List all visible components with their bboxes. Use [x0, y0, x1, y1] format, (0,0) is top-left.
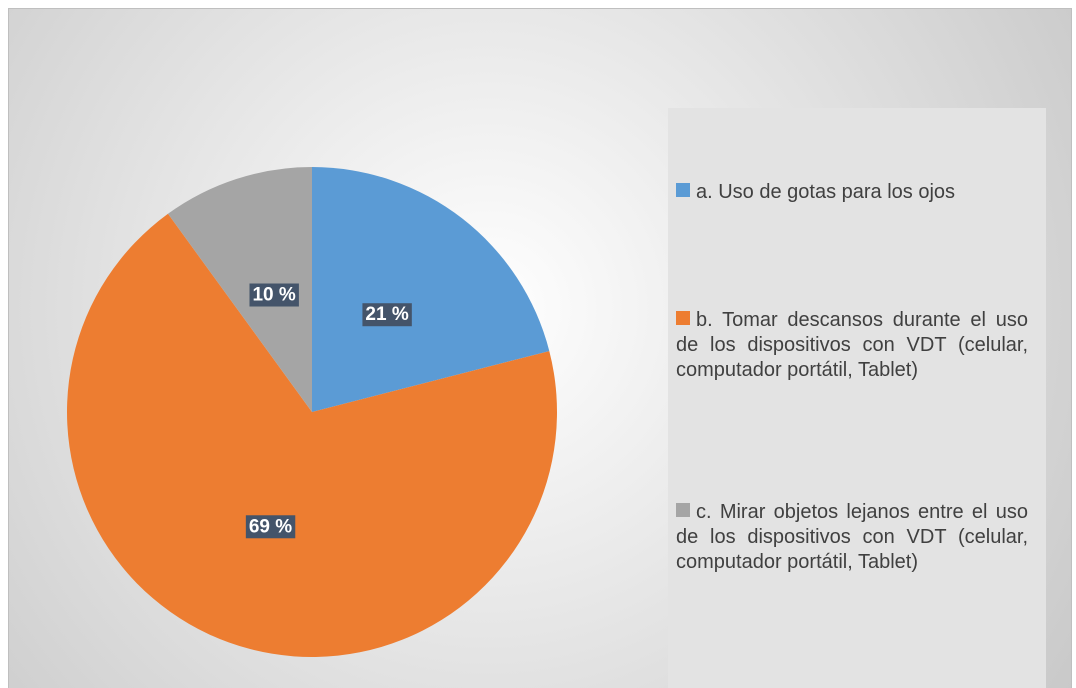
- data-label-bg: [249, 283, 299, 307]
- legend-swatch: [676, 183, 690, 197]
- data-label: 69 %: [245, 515, 296, 539]
- pie-slice: [167, 167, 312, 412]
- data-label-bg: [245, 515, 296, 539]
- data-label-text: 21 %: [365, 304, 408, 325]
- legend-panel: [668, 108, 1046, 688]
- legend-label: a. Uso de gotas para los ojos: [696, 181, 956, 203]
- legend-item: c. Mirar objetos lejanos entre el uso de…: [676, 500, 1028, 575]
- data-label: 21 %: [362, 303, 412, 327]
- legend-swatch: [676, 311, 690, 325]
- legend-swatch: [676, 503, 690, 517]
- legend-item: a. Uso de gotas para los ojos: [676, 180, 1028, 205]
- pie-slice: [312, 167, 550, 412]
- data-label-bg: [362, 303, 412, 327]
- pie-slice: [66, 213, 557, 657]
- legend-item: b. Tomar descansos durante el uso de los…: [676, 308, 1028, 383]
- data-label-text: 10 %: [252, 285, 295, 306]
- data-label: 10 %: [249, 283, 299, 307]
- legend-label: c. Mirar objetos lejanos entre el uso de…: [676, 501, 1028, 573]
- data-label-text: 69 %: [249, 516, 292, 537]
- legend-label: b. Tomar descansos durante el uso de los…: [676, 309, 1028, 381]
